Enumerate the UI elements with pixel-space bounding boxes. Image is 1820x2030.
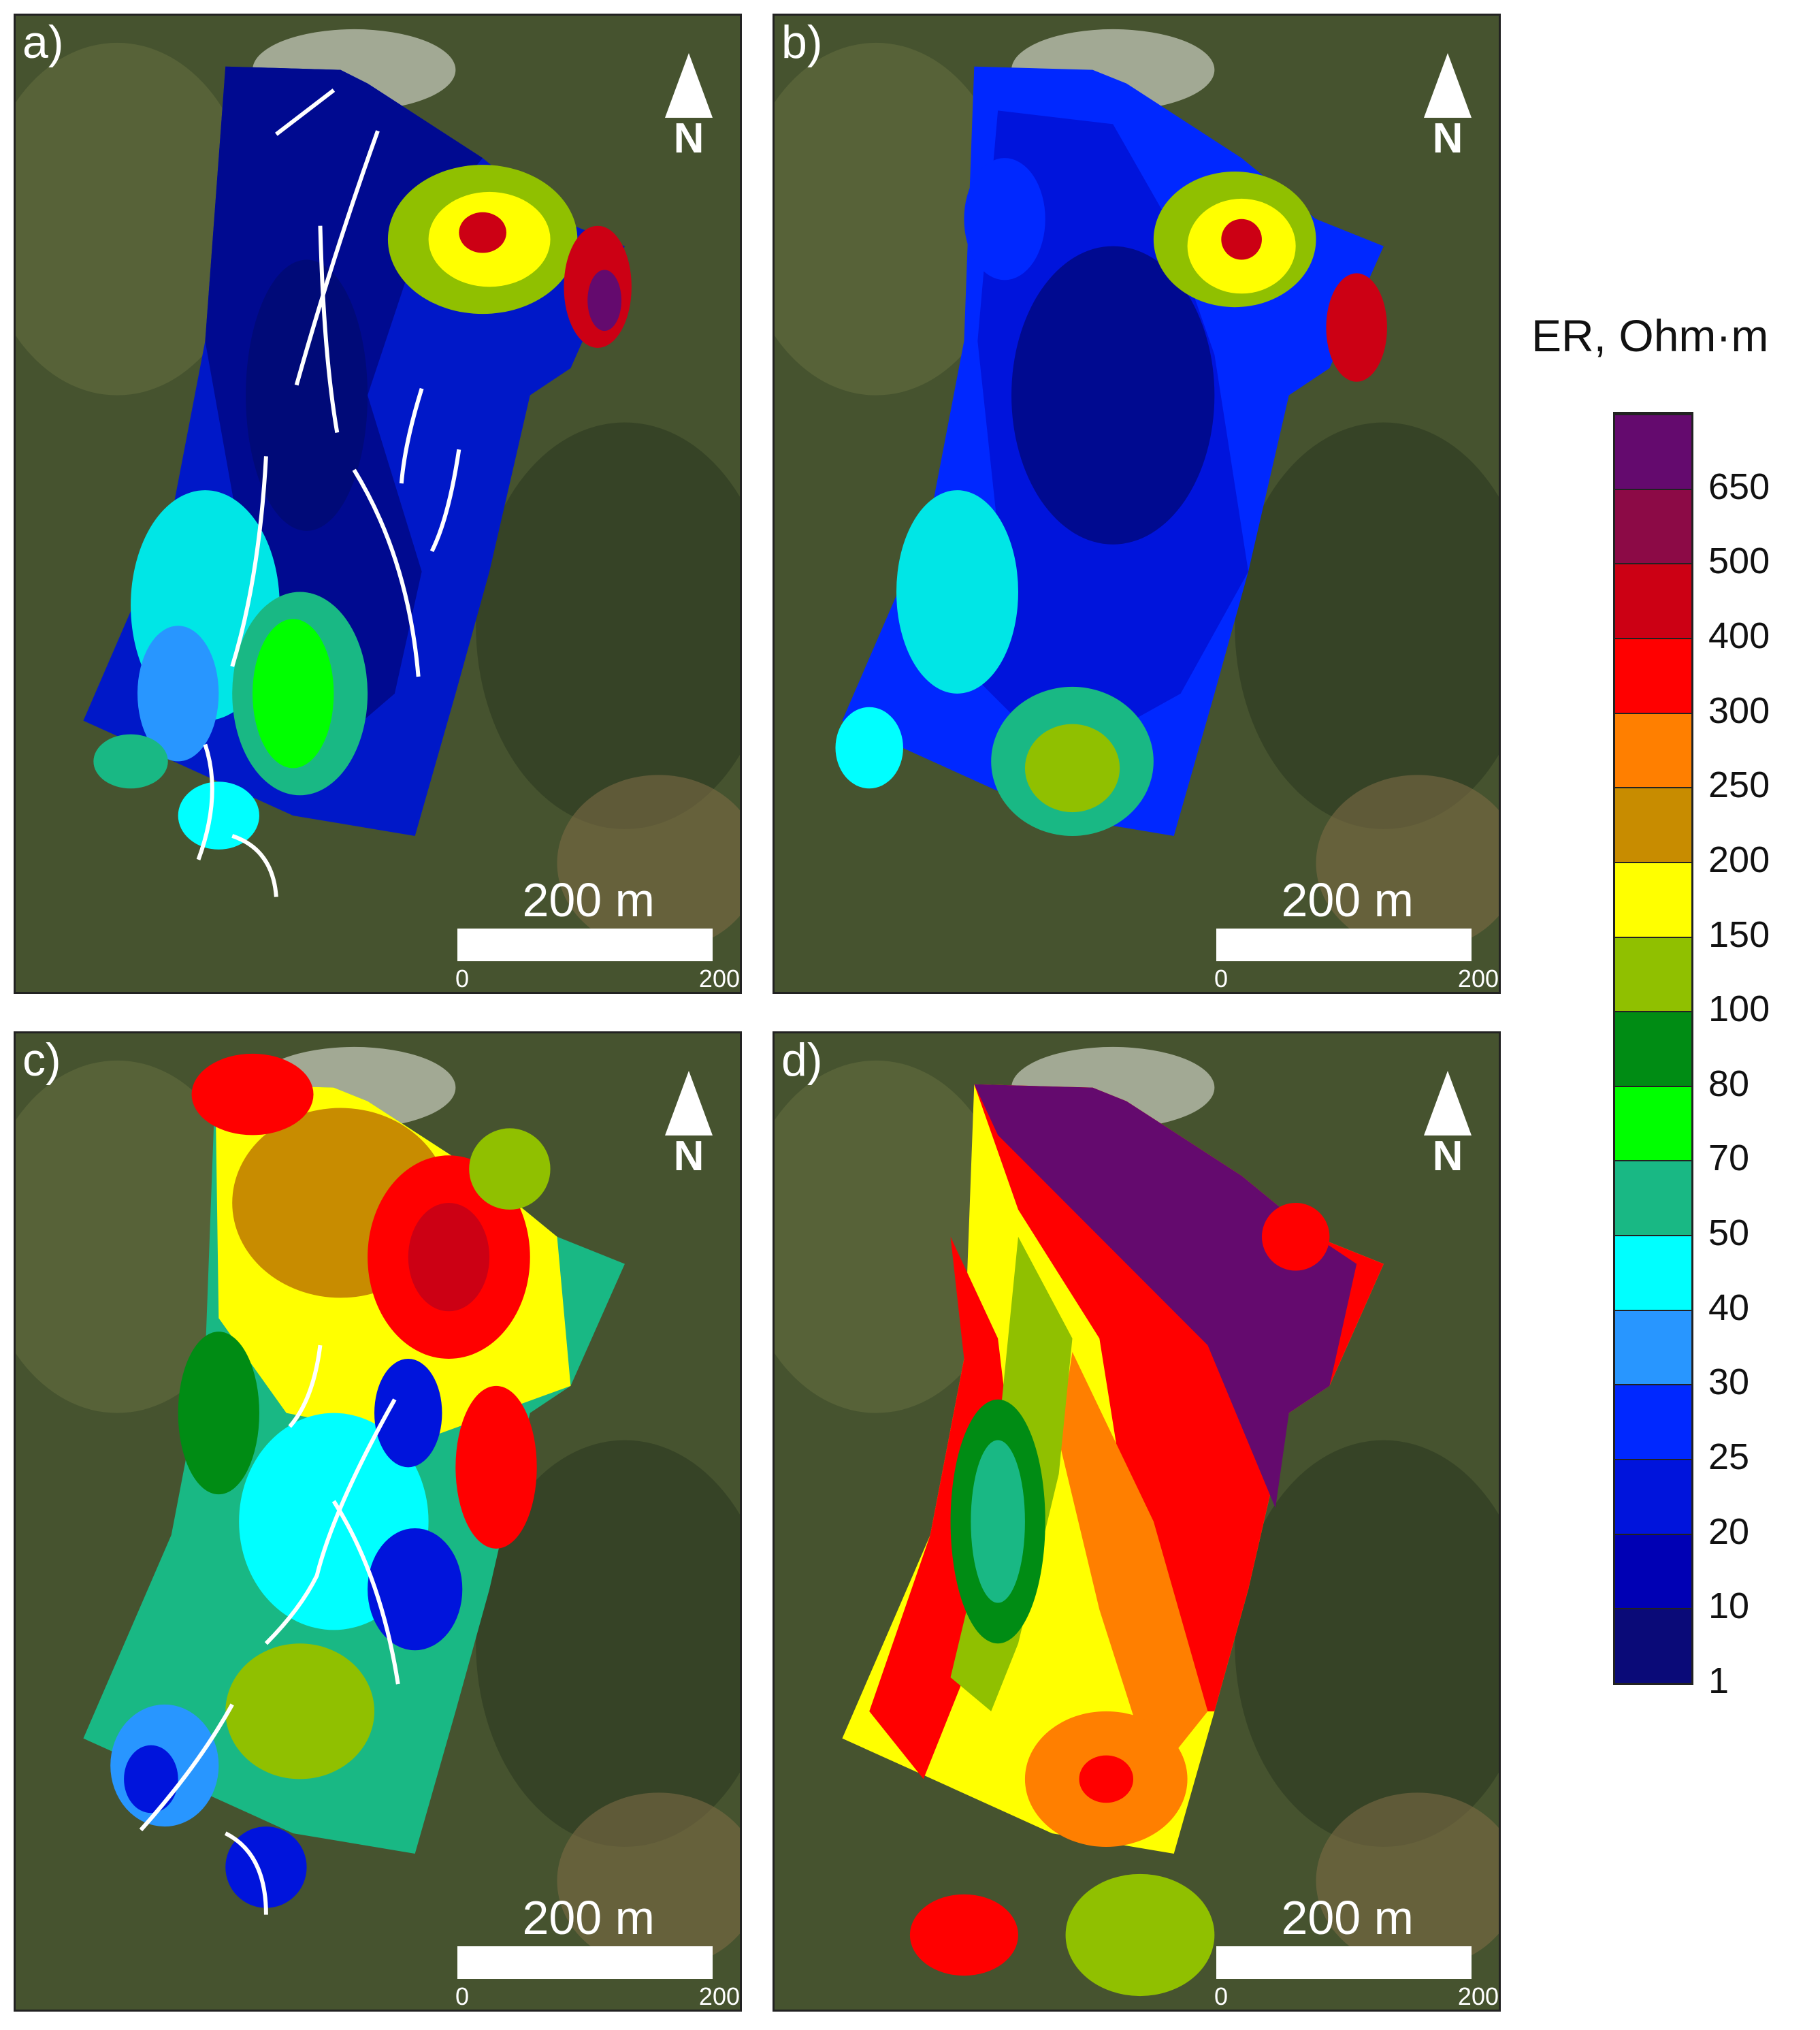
legend-swatch — [1615, 414, 1691, 489]
scale-title: 200 m — [522, 1891, 655, 1944]
north-arrow-icon — [665, 53, 713, 118]
legend-label: 100 — [1708, 988, 1770, 1030]
legend-swatch — [1615, 1011, 1691, 1086]
map-panel-a: a) N 200 m 0 200 — [14, 14, 742, 994]
scale-tick-start: 0 — [1214, 1982, 1228, 2010]
satellite-background — [16, 1033, 740, 2010]
legend-swatch — [1615, 637, 1691, 713]
legend-label: 500 — [1708, 541, 1770, 582]
satellite-background — [16, 16, 740, 992]
scale-tick-start: 0 — [455, 1982, 469, 2010]
legend-swatch — [1615, 1235, 1691, 1310]
north-label: N — [1432, 1133, 1463, 1180]
panel-label: b) — [781, 16, 823, 68]
scale-title: 200 m — [1281, 1891, 1414, 1944]
legend-swatch — [1615, 712, 1691, 788]
legend-swatch — [1615, 1085, 1691, 1161]
legend-label: 400 — [1708, 615, 1770, 656]
panel-label: d) — [781, 1034, 823, 1086]
north-arrow-icon — [1424, 53, 1472, 118]
satellite-background — [775, 1033, 1499, 2010]
legend-swatch — [1615, 1160, 1691, 1236]
north-label: N — [673, 115, 704, 162]
north-arrow-icon — [665, 1071, 713, 1135]
scale-title: 200 m — [1281, 873, 1414, 927]
color-legend — [1613, 412, 1693, 1685]
scale-tick-start: 0 — [455, 965, 469, 993]
legend-swatch — [1615, 563, 1691, 638]
legend-label: 150 — [1708, 914, 1770, 955]
scale-bar — [457, 1946, 713, 1979]
legend-label: 50 — [1708, 1212, 1750, 1254]
legend-label: 25 — [1708, 1436, 1750, 1478]
legend-title: ER, Ohm·m — [1531, 310, 1769, 361]
scale-tick-end: 200 — [698, 965, 740, 993]
legend-swatch — [1615, 1309, 1691, 1385]
legend-label: 650 — [1708, 466, 1770, 507]
legend-swatch — [1615, 1459, 1691, 1534]
legend-swatch — [1615, 1533, 1691, 1609]
scale-title: 200 m — [522, 873, 655, 927]
north-label: N — [1432, 115, 1463, 162]
map-panel-d: d) N 200 m 0 200 — [773, 1031, 1501, 2012]
scale-bar — [457, 929, 713, 961]
legend-label: 1 — [1708, 1660, 1729, 1701]
scale-tick-end: 200 — [1457, 1982, 1499, 2010]
legend-label: 250 — [1708, 764, 1770, 806]
legend-label: 70 — [1708, 1138, 1750, 1179]
satellite-background — [775, 16, 1499, 992]
map-panel-c: c) N 200 m 0 200 — [14, 1031, 742, 2012]
flow-arrows — [196, 88, 461, 897]
legend-swatch — [1615, 1384, 1691, 1460]
panel-label: a) — [22, 16, 64, 68]
north-arrow: N — [665, 53, 713, 162]
north-arrow-icon — [1424, 1071, 1472, 1135]
scale-bar — [1216, 929, 1472, 961]
map-panel-b: b) N 200 m 0 200 — [773, 14, 1501, 994]
legend-swatch — [1615, 787, 1691, 862]
north-arrow: N — [1424, 1071, 1472, 1180]
flow-arrows — [139, 1344, 400, 1915]
legend-swatch — [1615, 1608, 1691, 1683]
scale-tick-end: 200 — [698, 1982, 740, 2010]
legend-label: 200 — [1708, 839, 1770, 880]
scale-tick-start: 0 — [1214, 965, 1228, 993]
panel-label: c) — [22, 1034, 61, 1086]
legend-swatch — [1615, 861, 1691, 937]
legend-label: 300 — [1708, 690, 1770, 731]
north-label: N — [673, 1133, 704, 1180]
north-arrow: N — [1424, 53, 1472, 162]
north-arrow: N — [665, 1071, 713, 1180]
legend-label: 30 — [1708, 1362, 1750, 1403]
legend-swatch — [1615, 488, 1691, 564]
legend-label: 80 — [1708, 1063, 1750, 1104]
legend-label: 40 — [1708, 1287, 1750, 1328]
legend-swatch — [1615, 936, 1691, 1012]
scale-bar — [1216, 1946, 1472, 1979]
scale-tick-end: 200 — [1457, 965, 1499, 993]
legend-label: 10 — [1708, 1585, 1750, 1627]
legend-label: 20 — [1708, 1511, 1750, 1552]
